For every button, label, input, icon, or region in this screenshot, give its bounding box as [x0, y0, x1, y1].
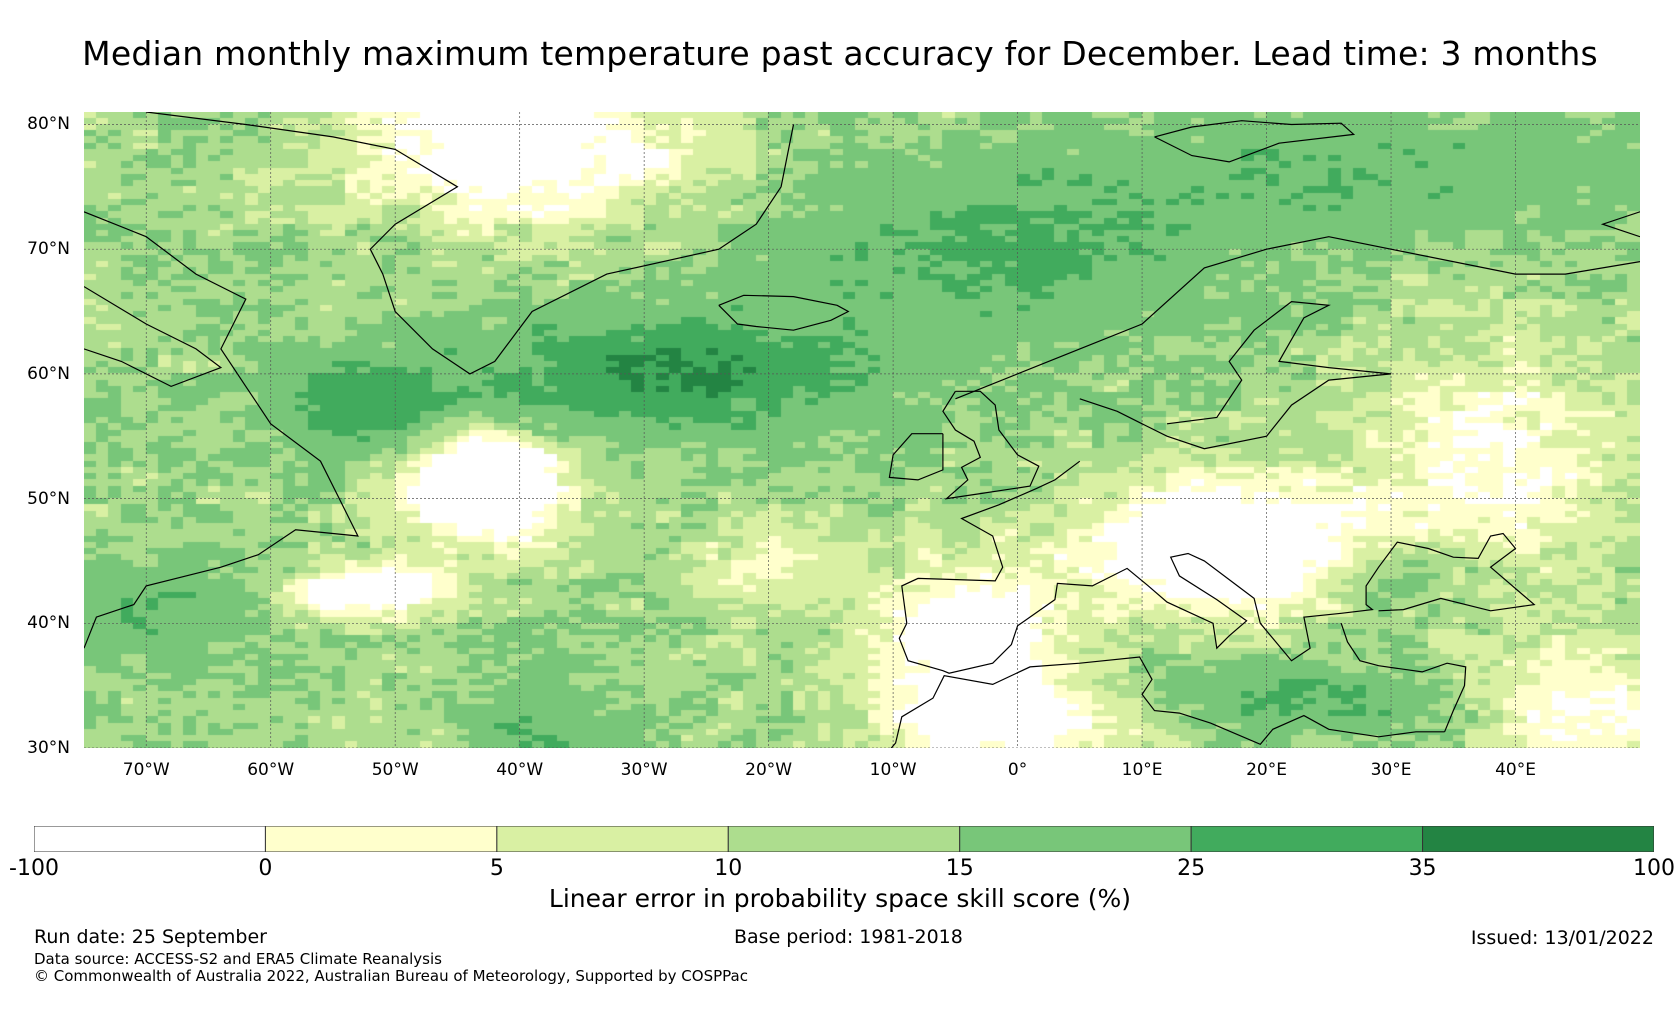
lat-label: 50°N — [27, 488, 70, 509]
lon-label: 30°W — [620, 760, 668, 780]
colorbar-tick: 0 — [258, 856, 273, 881]
lon-label: 60°W — [247, 760, 295, 780]
baltic-coast — [1079, 300, 1392, 450]
britain-coast — [942, 390, 1040, 500]
novaya-zemlya-coast — [1600, 211, 1640, 238]
lon-label: 30°E — [1370, 760, 1412, 780]
issued-date: Issued: 13/01/2022 — [1470, 927, 1654, 949]
colorbar-segment — [34, 826, 266, 852]
africa-coast — [890, 656, 1445, 748]
colorbar-segment — [959, 826, 1192, 852]
iceland-coast — [718, 294, 850, 331]
lon-label: 70°W — [122, 760, 170, 780]
base-period: Base period: 1981-2018 — [734, 926, 963, 948]
scandinavia-coast — [955, 236, 1640, 400]
lon-label: 10°E — [1121, 760, 1163, 780]
lon-label: 20°W — [745, 760, 793, 780]
colorbar-tick: 5 — [489, 856, 504, 881]
map-overlay — [84, 112, 1640, 748]
lat-label: 30°N — [27, 738, 70, 758]
lon-label: 40°E — [1495, 760, 1536, 780]
colorbar-segment — [496, 826, 729, 852]
lat-label: 40°N — [27, 613, 70, 634]
colorbar-segment — [264, 826, 498, 852]
colorbar-tick: 10 — [714, 856, 743, 881]
lon-label: 20°E — [1246, 760, 1287, 780]
data-source: Data source: ACCESS-S2 and ERA5 Climate … — [34, 950, 442, 968]
lat-label: 80°N — [27, 114, 70, 135]
colorbar-tick: 15 — [945, 856, 974, 881]
run-date: Run date: 25 September — [34, 926, 267, 948]
anatolia-coast — [1340, 623, 1467, 733]
europe-coast — [898, 460, 1536, 674]
colorbar-tick: 25 — [1177, 856, 1206, 881]
copyright: © Commonwealth of Australia 2022, Austra… — [34, 967, 748, 985]
skill-score-map — [84, 112, 1640, 748]
colorbar-segment — [1190, 826, 1424, 852]
lat-label: 70°N — [27, 239, 70, 260]
colorbar-tick: 35 — [1408, 856, 1437, 881]
colorbar-segment — [727, 826, 961, 852]
baffin-coast — [84, 286, 223, 388]
north-america-coast — [84, 211, 359, 649]
colorbar-segment — [1422, 826, 1654, 852]
colorbar-tick: -100 — [9, 856, 59, 881]
colorbar-label: Linear error in probability space skill … — [548, 884, 1132, 913]
map-title: Median monthly maximum temperature past … — [82, 34, 1598, 73]
colorbar-tick: 100 — [1633, 856, 1675, 881]
skill-score-raster — [84, 112, 1640, 748]
colorbar — [34, 826, 1654, 852]
lon-label: 40°W — [496, 760, 544, 780]
lon-label: 0° — [1007, 760, 1028, 780]
lat-label: 60°N — [27, 363, 70, 384]
greenland-coast — [146, 112, 795, 375]
svalbard-coast — [1154, 120, 1356, 163]
lon-label: 10°W — [869, 760, 917, 780]
ireland-coast — [888, 433, 944, 481]
lon-label: 50°W — [371, 760, 419, 780]
